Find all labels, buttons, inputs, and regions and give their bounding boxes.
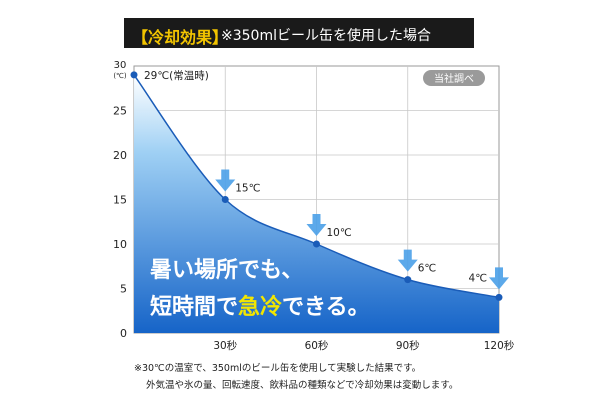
data-point — [313, 240, 320, 248]
y-axis-label: 30 — [114, 60, 127, 71]
headline: 暑い場所でも、 短時間で急冷できる。 — [150, 258, 370, 320]
data-point — [495, 293, 503, 301]
y-tick-label: 10 — [113, 238, 127, 251]
source-badge-text: 当社調べ — [434, 72, 474, 85]
title-tag: 【冷却効果】 — [132, 28, 229, 47]
down-arrow-icon — [397, 249, 418, 272]
y-tick-label: 25 — [113, 105, 127, 118]
headline-line2-part1: 短時間で — [150, 295, 238, 320]
data-label: 6℃ — [418, 263, 436, 275]
headline-line1: 暑い場所でも、 — [150, 258, 303, 283]
x-tick-label: 60秒 — [305, 339, 329, 352]
source-badge: 当社調べ — [423, 70, 485, 86]
y-tick-label: 20 — [113, 149, 127, 162]
data-marks: 29℃(常温時) 15℃ 10℃ 6℃ 4℃ — [130, 69, 509, 301]
data-label: 4℃ — [469, 272, 487, 284]
y-tick-label: 15 — [113, 194, 127, 207]
y-tick-label: 5 — [120, 283, 127, 296]
area-fill — [134, 74, 499, 334]
headline-emphasis: 急冷 — [238, 294, 282, 320]
x-tick-label: 30秒 — [213, 339, 237, 352]
data-point — [404, 276, 412, 284]
title-subtitle: ※350mlビール缶を使用した場合 — [221, 28, 431, 44]
x-tick-label: 120秒 — [484, 339, 515, 352]
down-arrow-icon — [306, 214, 327, 236]
footnote-2: 外気温や氷の量、回転速度、飲料品の種類などで冷却効果は変動します。 — [146, 380, 459, 391]
axes: 30(℃) 0 5 10 15 20 25 30秒 60秒 90秒 120秒 — [113, 60, 515, 352]
data-label: 29℃(常温時) — [144, 69, 209, 82]
data-point — [221, 196, 229, 203]
footnote-1: ※30℃の温室で、350mlのビール缶を使用して実験した結果です。 — [134, 363, 422, 374]
x-tick-label: 90秒 — [396, 339, 420, 352]
data-label: 15℃ — [235, 183, 260, 195]
down-arrow-icon — [489, 267, 509, 290]
down-arrow-icon — [215, 169, 236, 192]
chart-title-bar: 【冷却効果】 ※350mlビール缶を使用した場合 — [124, 18, 474, 48]
data-point — [130, 71, 138, 79]
y-tick-label: 0 — [120, 327, 127, 340]
series-line — [133, 74, 500, 299]
svg-text:短時間で急冷できる。: 短時間で急冷できる。 — [150, 294, 370, 320]
data-label: 10℃ — [327, 227, 352, 239]
headline-line2-part2: できる。 — [282, 295, 370, 320]
y-axis-unit: (℃) — [113, 72, 127, 80]
